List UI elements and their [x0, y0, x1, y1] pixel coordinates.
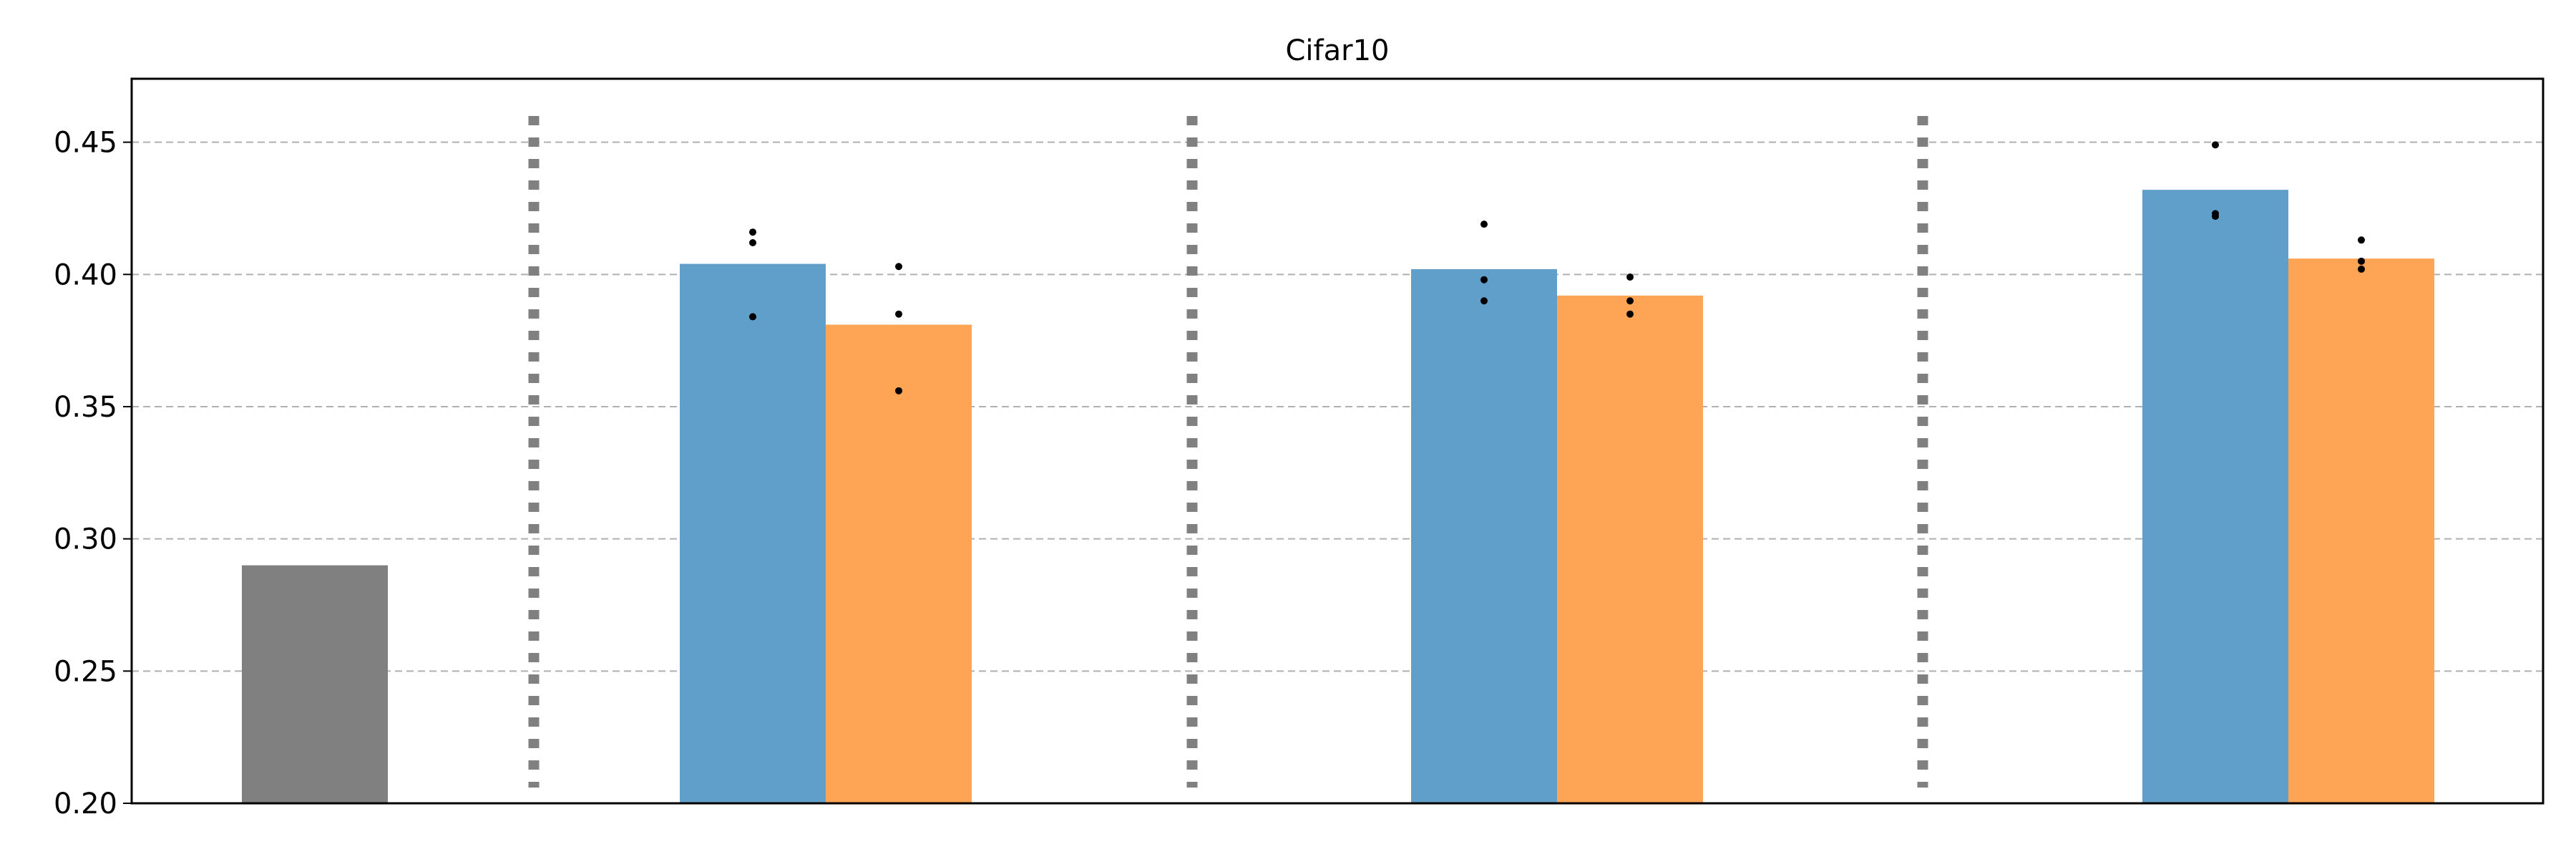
- bar-orange-group-1: [826, 324, 972, 804]
- data-point-orange-group-1: [895, 387, 902, 394]
- y-tick-label: 0.30: [54, 523, 117, 556]
- data-point-orange-group-2: [1626, 297, 1634, 305]
- data-point-orange-group-3: [2358, 265, 2365, 273]
- data-point-orange-group-2: [1626, 310, 1634, 318]
- data-point-orange-group-2: [1626, 273, 1634, 281]
- y-tick-label: 0.40: [54, 258, 117, 291]
- data-point-blue-group-2: [1480, 221, 1488, 228]
- data-point-blue-group-1: [749, 228, 756, 236]
- data-point-blue-group-1: [749, 238, 756, 246]
- data-point-orange-group-3: [2358, 257, 2365, 265]
- data-point-blue-group-3: [2212, 141, 2219, 149]
- separator-layer: [528, 116, 1928, 788]
- y-tick-label: 0.45: [54, 127, 117, 160]
- bar-layer: [242, 190, 2434, 804]
- bar-blue-group-2: [1411, 268, 1557, 803]
- data-point-blue-group-1: [749, 313, 756, 321]
- point-layer: [749, 141, 2365, 394]
- bar-orange-group-2: [1557, 295, 1703, 803]
- data-point-blue-group-3: [2212, 213, 2219, 221]
- y-tick-label: 0.20: [54, 788, 117, 820]
- data-point-blue-group-2: [1480, 276, 1488, 284]
- bar-baseline: [242, 565, 388, 803]
- data-point-orange-group-3: [2358, 236, 2365, 244]
- bar-blue-group-3: [2142, 190, 2288, 803]
- y-tick-label: 0.25: [54, 655, 117, 688]
- chart-title: Cifar10: [1286, 34, 1390, 67]
- y-axis: 0.20 0.25 0.30 0.35 0.40 0.45: [54, 127, 132, 820]
- y-tick-label: 0.35: [54, 391, 117, 424]
- plot-frame: [130, 77, 2545, 805]
- data-point-orange-group-1: [895, 263, 902, 271]
- data-point-blue-group-2: [1480, 297, 1488, 305]
- data-point-orange-group-1: [895, 310, 902, 318]
- bar-orange-group-3: [2288, 258, 2434, 803]
- bar-blue-group-1: [680, 263, 826, 803]
